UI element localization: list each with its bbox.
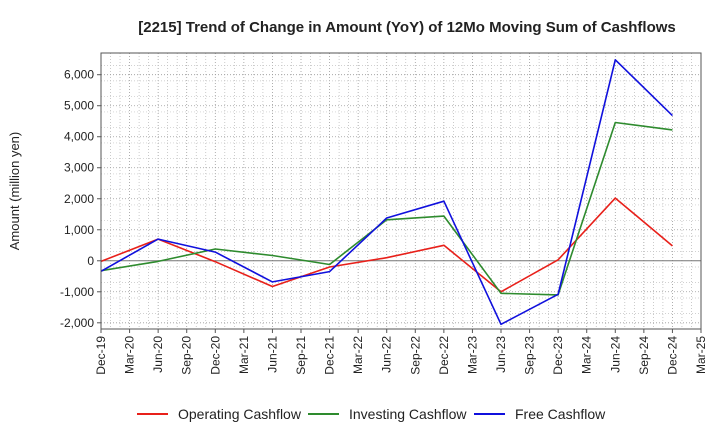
x-tick-label: Mar-21 (237, 336, 251, 374)
x-tick-label: Jun-20 (151, 336, 165, 373)
y-tick-label: -2,000 (60, 316, 94, 330)
x-tick-label: Dec-21 (323, 336, 337, 375)
plot-frame (100, 52, 702, 330)
legend-label-free-cashflow: Free Cashflow (515, 406, 606, 422)
y-ticks: -2,000 -1,000 0 1,000 2,000 3,000 4,000 5,000 6,… (60, 68, 101, 330)
x-tick-label: Sep-21 (294, 336, 308, 375)
y-tick-label: 0 (87, 254, 94, 268)
x-tick-label: Mar-23 (465, 336, 479, 374)
y-axis-label: Amount (million yen) (7, 132, 22, 251)
x-tick-label: Dec-19 (94, 336, 108, 375)
x-tick-label: Dec-20 (208, 336, 222, 375)
x-tick-label: Sep-23 (523, 336, 537, 375)
x-tick-label: Jun-21 (265, 336, 279, 373)
y-tick-label: -1,000 (60, 285, 94, 299)
legend-label-operating-cashflow: Operating Cashflow (178, 406, 302, 422)
x-tick-label: Sep-24 (637, 336, 651, 375)
plot-series (100, 58, 673, 326)
x-tick-label: Dec-24 (665, 336, 679, 375)
y-tick-label: 3,000 (64, 161, 94, 175)
plot-grid (100, 53, 702, 330)
legend: Operating Cashflow Investing Cashflow Free… (137, 406, 606, 422)
series-line-free-cashflow (100, 58, 673, 326)
x-tick-label: Dec-23 (551, 336, 565, 375)
x-tick-label: Jun-22 (380, 336, 394, 373)
y-tick-label: 6,000 (64, 68, 94, 82)
y-tick-label: 1,000 (64, 223, 94, 237)
x-tick-label: Mar-25 (694, 336, 708, 374)
y-tick-label: 5,000 (64, 99, 94, 113)
series-line-investing-cashflow (100, 121, 673, 296)
y-tick-label: 2,000 (64, 192, 94, 206)
x-tick-label: Sep-22 (408, 336, 422, 375)
chart-title: [2215] Trend of Change in Amount (YoY) o… (138, 19, 676, 36)
legend-label-investing-cashflow: Investing Cashflow (349, 406, 467, 422)
x-tick-label: Sep-20 (180, 336, 194, 375)
x-tick-label: Mar-22 (351, 336, 365, 374)
x-tick-label: Jun-24 (608, 336, 622, 373)
x-tick-label: Mar-24 (580, 336, 594, 374)
x-tick-label: Jun-23 (494, 336, 508, 373)
x-tick-label: Mar-20 (123, 336, 137, 374)
y-tick-label: 4,000 (64, 130, 94, 144)
x-ticks: Dec-19 Mar-20 Jun-20 Sep-20 Dec-20 Mar-21 Jun-… (94, 329, 708, 375)
x-tick-label: Dec-22 (437, 336, 451, 375)
